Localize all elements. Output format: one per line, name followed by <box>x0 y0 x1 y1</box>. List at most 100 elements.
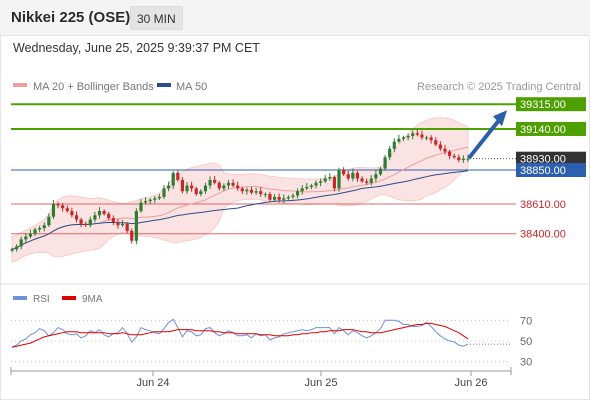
candle-body <box>337 170 341 189</box>
candle-body <box>438 144 442 149</box>
candle-body <box>291 195 295 197</box>
level-label-0: 39315.00 <box>520 99 566 111</box>
candle-body <box>56 203 60 206</box>
candle-body <box>420 134 424 138</box>
candle-body <box>378 168 383 175</box>
candle-body <box>415 133 419 135</box>
candle-body <box>97 211 102 216</box>
candle-body <box>134 211 138 241</box>
level-tag-3 <box>516 163 586 178</box>
candle-body <box>157 196 161 199</box>
candle-body <box>28 233 33 237</box>
candle-body <box>295 191 300 196</box>
candle-body <box>19 239 23 247</box>
research-credit: Research © 2025 Trading Central <box>417 81 581 93</box>
candle-body <box>176 172 180 180</box>
rsi-tick-0: 70 <box>520 315 532 327</box>
candle-body <box>259 191 263 195</box>
candle-body <box>466 158 470 160</box>
candle-body <box>365 181 369 183</box>
candle-body <box>102 211 106 214</box>
candle-body <box>342 170 346 175</box>
candle-body <box>254 191 258 193</box>
level-label-4: 38610.00 <box>520 199 566 211</box>
ma9-line <box>11 322 469 348</box>
candle-body <box>388 148 392 158</box>
candle-body <box>70 211 74 216</box>
header-bar: Nikkei 225 (OSE) 30 MIN <box>0 0 590 36</box>
candle-body <box>346 174 350 179</box>
candle-body <box>15 246 19 250</box>
ma20-legend-swatch <box>13 83 27 87</box>
timeframe-button[interactable]: 30 MIN <box>130 6 183 30</box>
rsi-line <box>11 318 469 348</box>
candle-body <box>125 223 129 231</box>
candle-body <box>107 213 111 219</box>
candle-body <box>190 185 194 189</box>
candle-body <box>452 155 456 158</box>
candle-body <box>93 215 97 220</box>
level-label-2: 38930.00 <box>520 154 566 166</box>
candle-body <box>65 208 69 212</box>
candle-body <box>268 194 272 200</box>
timestamp: Wednesday, June 25, 2025 9:39:37 PM CET <box>13 41 260 55</box>
candle-body <box>277 196 281 200</box>
candle-body <box>249 189 254 193</box>
candle-body <box>355 172 360 179</box>
candle-body <box>263 194 267 196</box>
candle-body <box>406 136 410 138</box>
candle-body <box>309 185 313 187</box>
candle-body <box>300 188 304 192</box>
candle-body <box>236 185 240 189</box>
ma9-legend-label: 9MA <box>82 294 103 305</box>
instrument-title: Nikkei 225 (OSE) <box>11 9 131 26</box>
ma50-line <box>11 170 469 250</box>
candle-body <box>84 223 88 226</box>
candle-body <box>222 185 226 189</box>
candle-body <box>180 179 185 192</box>
candle-body <box>74 215 79 220</box>
candle-body <box>203 185 208 192</box>
candle-body <box>392 141 396 149</box>
candle-body <box>24 236 28 240</box>
candle-body <box>424 137 429 139</box>
candle-body <box>130 230 134 241</box>
candle-body <box>231 182 235 186</box>
candle-body <box>10 249 14 251</box>
candle-body <box>461 158 465 161</box>
candle-body <box>208 179 212 186</box>
x-tick-label-1: Jun 25 <box>304 377 337 389</box>
ma50-legend-swatch <box>157 83 171 87</box>
x-tick-label-2: Jun 26 <box>454 377 487 389</box>
level-tag-2 <box>516 151 586 166</box>
candle-body <box>397 138 401 142</box>
candle-body <box>111 218 115 223</box>
candle-body <box>226 182 231 186</box>
candle-body <box>194 188 198 195</box>
rsi-tick-1: 50 <box>520 336 532 348</box>
candle-body <box>199 191 203 195</box>
level-tag-0 <box>516 97 586 112</box>
candle-body <box>457 157 461 161</box>
candle-body <box>47 216 51 226</box>
candle-body <box>167 185 171 189</box>
candle-body <box>411 133 415 137</box>
ma50-legend-label: MA 50 <box>176 81 207 93</box>
candle-body <box>116 222 120 226</box>
candle-body <box>328 177 332 179</box>
candle-body <box>79 219 83 224</box>
candle-body <box>213 179 217 183</box>
candle-body <box>245 189 249 192</box>
candle-body <box>38 228 42 230</box>
candle-body <box>305 186 309 189</box>
forecast-arrowhead <box>493 110 507 127</box>
candle-body <box>153 198 157 200</box>
ma9-legend-swatch <box>62 296 76 300</box>
candle-body <box>319 181 323 183</box>
rsi-legend-label: RSI <box>33 294 50 305</box>
level-label-5: 38400.00 <box>520 229 566 241</box>
candle-body <box>217 182 221 189</box>
candle-body <box>148 199 152 202</box>
forecast-arrow <box>468 118 501 159</box>
